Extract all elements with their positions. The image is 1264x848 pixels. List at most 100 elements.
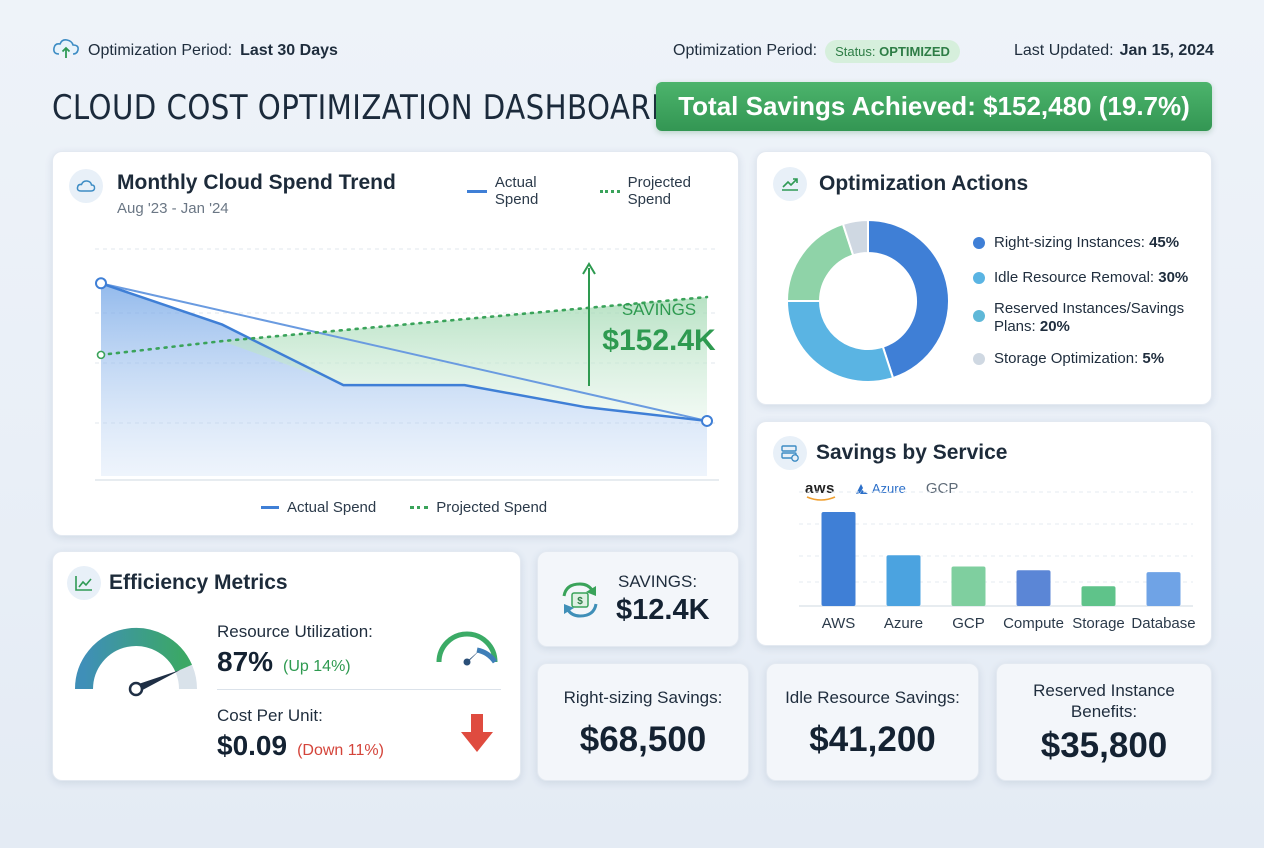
legend-value: 45% <box>1149 234 1180 251</box>
legend-actual-swatch <box>467 189 487 193</box>
kpi-label: Reserved Instance Benefits: <box>1033 681 1175 721</box>
trend-title: Monthly Cloud Spend Trend <box>117 171 396 194</box>
legend-projected-label: Projected Spend <box>627 174 691 208</box>
bottom-legend-actual-label: Actual Spend <box>287 499 377 516</box>
savings-annotation-value: $152.4K <box>602 324 716 357</box>
service-title: Savings by Service <box>816 441 1008 464</box>
kpi-value: $41,200 <box>809 720 936 759</box>
donut-slice <box>785 300 895 383</box>
bar-label: Storage <box>1072 615 1125 632</box>
trend-up-icon <box>773 167 807 201</box>
period-label-2: Optimization Period: <box>673 42 818 59</box>
legend-value: 20% <box>1039 318 1070 335</box>
actual-end-point <box>701 414 713 427</box>
projected-spend-line <box>99 295 709 357</box>
down-arrow-icon <box>461 714 493 752</box>
utilization-row: 87% (Up 14%) <box>217 646 351 678</box>
legend-dot <box>973 353 985 365</box>
bar-label: Azure <box>884 615 923 632</box>
gcp-logo: GCP <box>926 480 959 497</box>
azure-icon <box>855 483 868 494</box>
bottom-legend-projected-label: Projected Spend <box>436 499 548 516</box>
cloud-upload-icon <box>52 37 80 66</box>
metric-divider <box>217 689 501 690</box>
actions-title: Optimization Actions <box>819 172 1029 195</box>
header-updated: Last Updated: Jan 15, 2024 <box>1014 38 1214 64</box>
cost-value: $0.09 <box>217 730 288 761</box>
legend-label: Right-sizing Instances: <box>994 234 1145 251</box>
savings-by-service-card: Savings by Service aws Azure GCP AWS Azur… <box>756 421 1212 646</box>
savings-annotation: SAVINGS $152.4K <box>599 300 719 358</box>
total-savings-text: Total Savings Achieved: $152,480 (19.7%) <box>678 91 1190 121</box>
legend-dot <box>973 310 985 322</box>
updated-value: Jan 15, 2024 <box>1119 42 1214 59</box>
cost-change: (Down 11%) <box>297 742 384 759</box>
cost-label: Cost Per Unit: <box>217 706 323 725</box>
legend-actual-label: Actual Spend <box>494 174 539 208</box>
page-title: CLOUD COST OPTIMIZATION DASHBOARD <box>52 88 675 128</box>
updated-label: Last Updated: <box>1014 42 1114 59</box>
kpi-label: Right-sizing Savings: <box>563 688 723 707</box>
donut-slice <box>841 218 869 257</box>
savings-arrow-head <box>582 262 596 275</box>
trend-chart <box>95 248 719 481</box>
bar-storage <box>1081 586 1116 606</box>
aws-logo-text: aws <box>805 480 835 497</box>
savings-annotation-label: SAVINGS <box>621 300 697 319</box>
optimization-actions-card: Optimization Actions Right-sizing Instan… <box>756 151 1212 405</box>
savings-small-card: $ SAVINGS: $12.4K <box>537 551 739 647</box>
savings-small-value: $12.4K <box>616 594 710 626</box>
legend-label-2: Plans: <box>994 318 1036 335</box>
trend-legend-top: Actual Spend Projected Spend <box>467 174 738 208</box>
period-label: Optimization Period: <box>88 42 233 59</box>
kpi-card-idle: Idle Resource Savings: $41,200 <box>766 663 979 781</box>
cloud-icon <box>69 169 103 203</box>
bar-label: Database <box>1131 615 1195 632</box>
kpi-value: $68,500 <box>579 720 707 759</box>
aws-logo: aws <box>805 480 836 501</box>
actual-start-point <box>95 277 107 290</box>
bar-label: Compute <box>1003 615 1064 632</box>
status-label: Status: <box>835 43 876 59</box>
actual-spend-area <box>101 283 707 476</box>
trend-legend-bottom: Actual Spend Projected Spend <box>261 499 547 516</box>
bar-azure <box>886 555 921 606</box>
utilization-label: Resource Utilization: <box>217 622 373 641</box>
cost-row: $0.09 (Down 11%) <box>217 730 384 762</box>
chart-icon <box>67 566 101 600</box>
legend-dot <box>973 272 985 284</box>
legend-projected-swatch <box>599 189 620 193</box>
legend-value: 5% <box>1142 350 1165 367</box>
legend-item-right-sizing: Right-sizing Instances: 45% <box>973 234 1205 251</box>
actions-legend: Right-sizing Instances: 45% Idle Resourc… <box>973 234 1205 367</box>
utilization-gauge <box>75 628 197 697</box>
legend-dot <box>973 237 985 249</box>
actions-donut <box>785 218 950 383</box>
savings-small-label: SAVINGS: <box>618 572 698 591</box>
trend-subtitle: Aug '23 - Jan '24 <box>117 200 229 217</box>
kpi-card-reserved: Reserved Instance Benefits: $35,800 <box>996 663 1212 781</box>
small-gauge-icon <box>436 631 498 666</box>
bar-aws <box>821 512 856 606</box>
donut-slice <box>867 218 950 380</box>
projected-start-point <box>96 350 106 360</box>
money-exchange-icon: $ <box>562 582 598 618</box>
bar-gcp <box>951 566 986 606</box>
utilization-change: (Up 14%) <box>283 658 351 675</box>
bar-database <box>1146 572 1181 606</box>
donut-slice <box>785 222 855 302</box>
legend-label: Idle Resource Removal: <box>994 269 1155 286</box>
utilization-value: 87% <box>217 646 274 677</box>
savings-area <box>101 297 707 421</box>
gcp-logo-text: GCP <box>925 480 959 497</box>
period-value: Last 30 Days <box>240 42 338 59</box>
actual-spend-line <box>100 282 708 423</box>
legend-label: Reserved Instances/Savings <box>994 300 1185 317</box>
svg-text:$: $ <box>577 596 583 607</box>
bottom-legend-actual-swatch <box>261 506 279 509</box>
kpi-value: $35,800 <box>1040 726 1168 765</box>
efficiency-metrics-card: Efficiency Metrics Resource Utilization:… <box>52 551 521 781</box>
legend-item-idle-removal: Idle Resource Removal: 30% <box>973 269 1205 286</box>
bottom-legend-projected-swatch <box>410 506 429 509</box>
trend-reference-line <box>100 282 708 422</box>
